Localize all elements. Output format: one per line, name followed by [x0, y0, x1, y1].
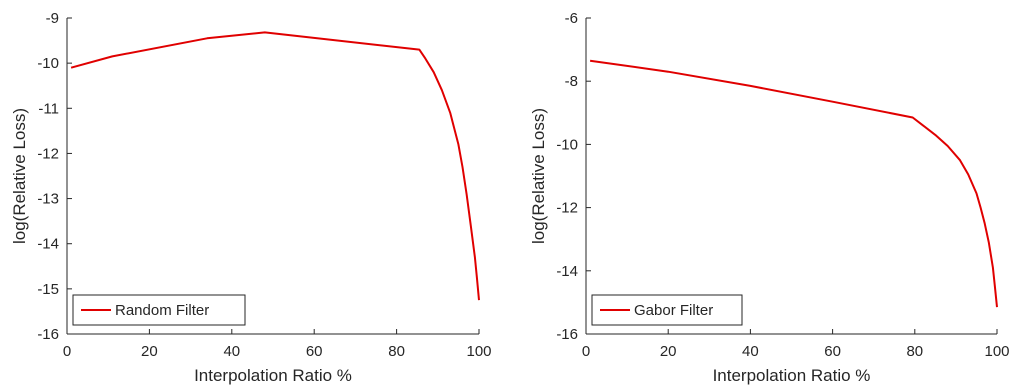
x-tick-label: 0	[582, 343, 590, 360]
x-tick-label: 40	[742, 343, 759, 360]
legend: Random Filter	[72, 294, 246, 326]
x-tick-label: 60	[824, 343, 841, 360]
legend-box	[591, 294, 743, 326]
x-tick-label: 80	[388, 343, 405, 360]
y-tick-label: -12	[556, 200, 578, 217]
chart-panel-1: 0 20 40 60 80 100 -9 -10 -11 -12 -13 -14 -15 -16 Inter…	[10, 10, 492, 385]
x-tick-label: 0	[63, 343, 71, 360]
y-tick-label: -16	[556, 326, 578, 343]
x-tick-label: 60	[306, 343, 323, 360]
x-tick-label: 100	[984, 343, 1009, 360]
y-tick-label: -13	[37, 191, 59, 208]
y-tick-label: -12	[37, 145, 59, 162]
x-axis-label: Interpolation Ratio %	[194, 366, 352, 385]
y-tick-label: -14	[556, 263, 578, 280]
y-tick-label: -9	[46, 10, 59, 27]
y-tick-label: -10	[37, 55, 59, 72]
y-axis-label: log(Relative Loss)	[10, 108, 29, 244]
y-tick-label: -14	[37, 236, 59, 253]
y-axis-label: log(Relative Loss)	[529, 108, 548, 244]
y-tick-label: -16	[37, 326, 59, 343]
y-tick-label: -10	[556, 136, 578, 153]
x-tick-label: 100	[466, 343, 491, 360]
series-line	[589, 59, 998, 308]
y-tick-label: -11	[38, 100, 59, 117]
x-axis-label: Interpolation Ratio %	[713, 366, 871, 385]
series-line	[70, 31, 480, 301]
legend-entry: Gabor Filter	[634, 302, 713, 319]
chart-panel-2: 0 20 40 60 80 100 -6 -8 -10 -12 -14 -16 Interpolatio…	[529, 10, 1010, 385]
x-tick-label: 40	[223, 343, 240, 360]
y-tick-label: -6	[565, 10, 578, 27]
y-tick-label: -15	[37, 281, 59, 298]
legend-entry: Random Filter	[115, 302, 209, 319]
x-tick-label: 20	[141, 343, 158, 360]
x-tick-label: 80	[906, 343, 923, 360]
y-tick-label: -8	[565, 73, 578, 90]
legend: Gabor Filter	[591, 294, 743, 326]
x-tick-label: 20	[660, 343, 677, 360]
